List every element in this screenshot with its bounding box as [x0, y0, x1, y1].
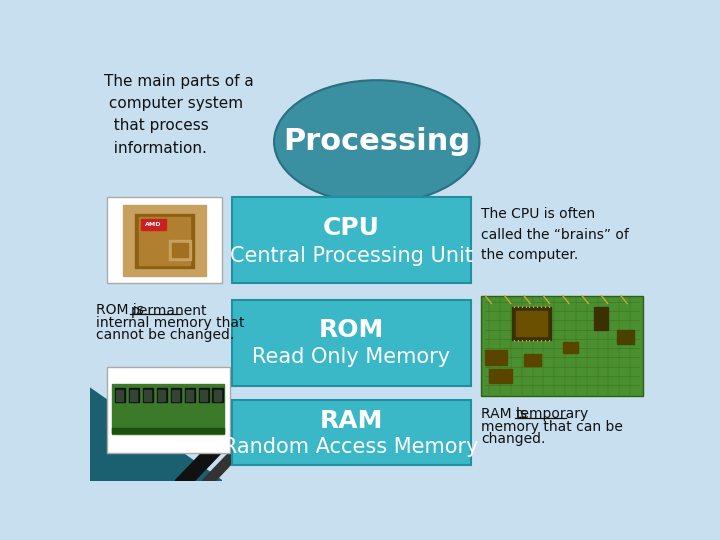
- FancyBboxPatch shape: [232, 197, 471, 284]
- Bar: [489, 369, 513, 383]
- Text: cannot be changed.: cannot be changed.: [96, 328, 235, 342]
- Polygon shape: [202, 400, 292, 481]
- FancyBboxPatch shape: [107, 197, 222, 284]
- Bar: [172, 390, 179, 401]
- Bar: [524, 354, 541, 366]
- Text: internal memory that: internal memory that: [96, 316, 245, 330]
- Text: ROM is: ROM is: [96, 303, 148, 318]
- Bar: [617, 330, 634, 345]
- Bar: [214, 390, 221, 401]
- Bar: [143, 388, 153, 402]
- Bar: [122, 205, 206, 276]
- Bar: [172, 244, 188, 257]
- Bar: [112, 384, 224, 434]
- FancyBboxPatch shape: [107, 367, 230, 453]
- Ellipse shape: [274, 80, 480, 204]
- Polygon shape: [90, 388, 222, 481]
- Bar: [516, 311, 547, 336]
- Bar: [171, 388, 181, 402]
- FancyBboxPatch shape: [232, 300, 471, 386]
- Bar: [485, 350, 507, 365]
- Text: RAM is: RAM is: [482, 408, 532, 421]
- Bar: [112, 428, 224, 433]
- FancyBboxPatch shape: [232, 400, 471, 465]
- Bar: [158, 390, 165, 401]
- Text: RAM: RAM: [320, 409, 383, 433]
- Bar: [169, 240, 191, 260]
- Bar: [129, 388, 139, 402]
- Bar: [199, 388, 209, 402]
- Bar: [594, 307, 608, 330]
- Text: AMD: AMD: [145, 222, 162, 227]
- Bar: [139, 217, 190, 265]
- Text: The main parts of a
 computer system
  that process
  information.: The main parts of a computer system that…: [104, 74, 253, 156]
- Text: memory that can be: memory that can be: [482, 420, 624, 434]
- Text: CPU: CPU: [323, 216, 379, 240]
- Text: Read Only Memory: Read Only Memory: [252, 347, 450, 367]
- Text: permanent: permanent: [130, 303, 207, 318]
- Bar: [141, 219, 166, 230]
- Bar: [212, 388, 222, 402]
- Bar: [114, 388, 125, 402]
- Bar: [135, 214, 194, 268]
- Bar: [186, 390, 193, 401]
- Text: ROM: ROM: [318, 319, 384, 342]
- Text: Processing: Processing: [283, 127, 470, 156]
- Bar: [563, 342, 578, 353]
- Bar: [157, 388, 167, 402]
- FancyBboxPatch shape: [482, 296, 642, 396]
- Bar: [144, 390, 151, 401]
- Text: changed.: changed.: [482, 432, 546, 446]
- Bar: [184, 388, 194, 402]
- Text: temporary: temporary: [516, 408, 589, 421]
- Polygon shape: [175, 400, 272, 481]
- Text: Central Processing Unit: Central Processing Unit: [230, 246, 472, 266]
- Bar: [130, 390, 138, 401]
- Bar: [117, 390, 123, 401]
- Bar: [513, 307, 551, 340]
- Text: The CPU is often
called the “brains” of
the computer.: The CPU is often called the “brains” of …: [482, 207, 629, 262]
- Text: Random Access Memory: Random Access Memory: [223, 437, 479, 457]
- Bar: [200, 390, 207, 401]
